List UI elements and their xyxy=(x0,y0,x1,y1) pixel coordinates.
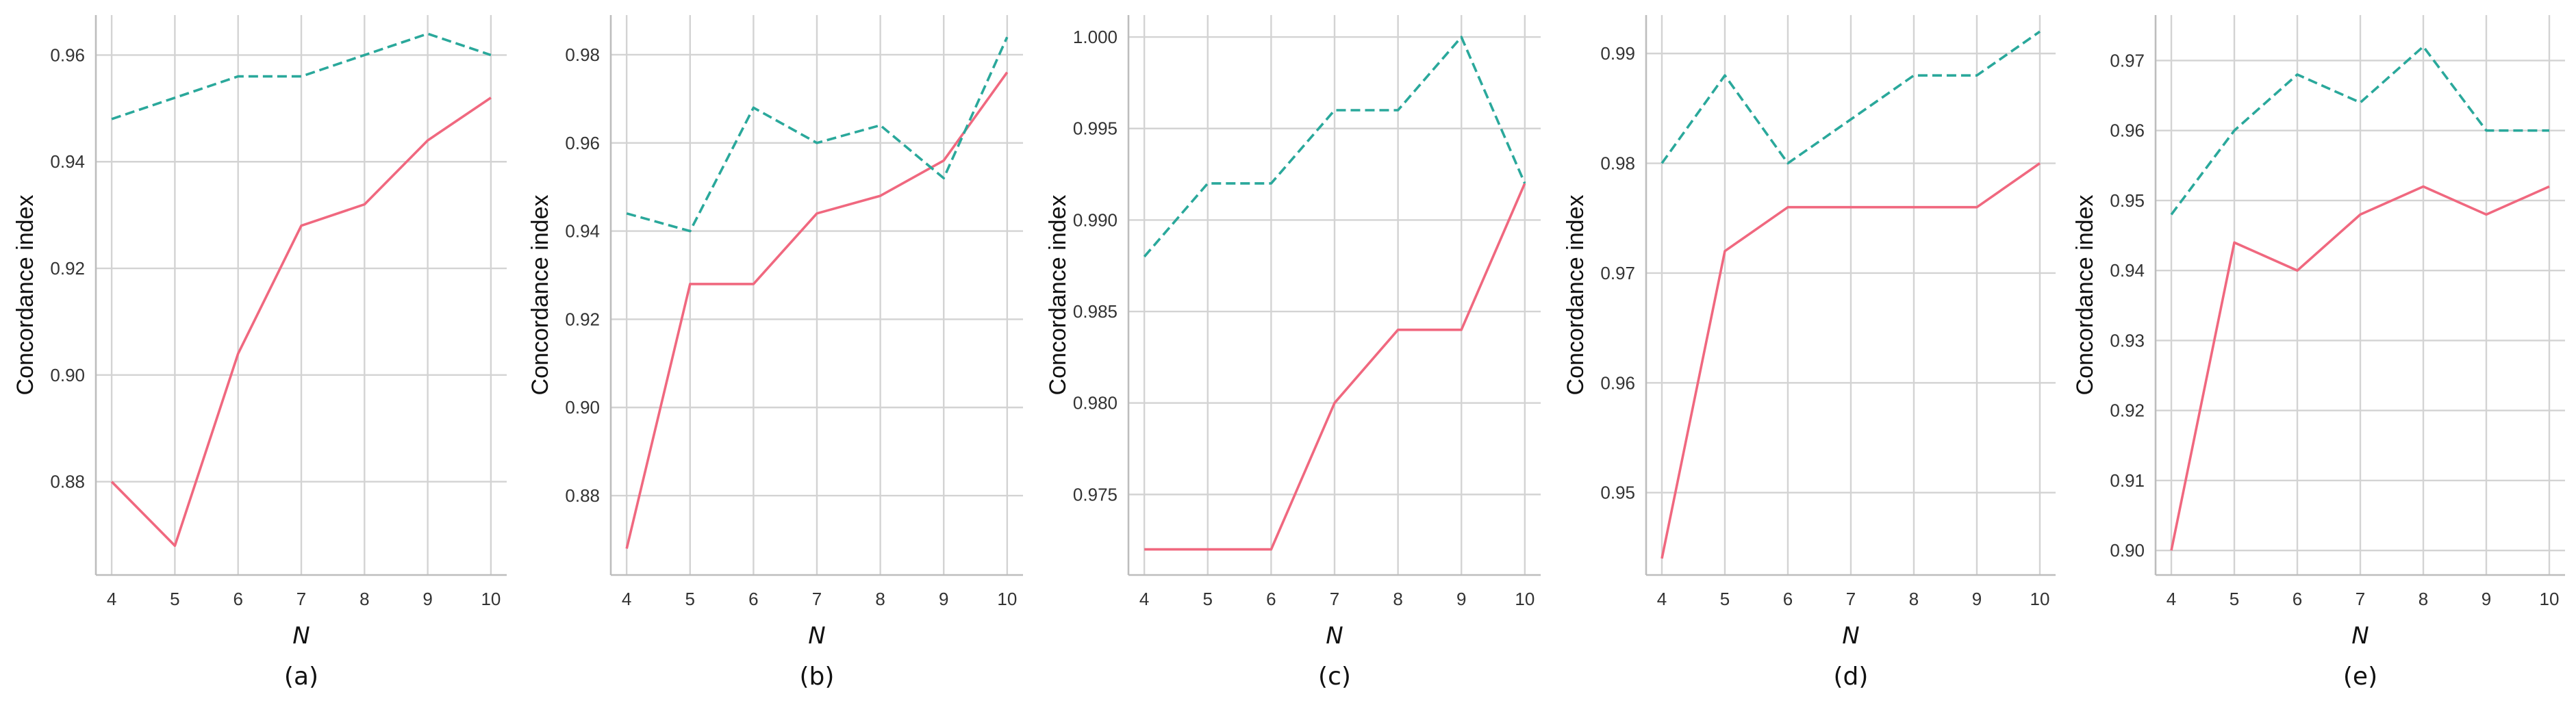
y-tick-label: 0.98 xyxy=(1600,153,1635,174)
x-tick-label: 7 xyxy=(296,589,306,609)
y-tick-label: 0.88 xyxy=(565,485,600,506)
x-tick-label: 7 xyxy=(1330,589,1339,609)
y-tick-label: 0.99 xyxy=(1600,43,1635,64)
chart-panel-5: 0.90 0.91 0.92 0.93 0.94 0.95 0.96 0.97 4 5 6 7 8 9 10… xyxy=(2072,15,2565,691)
x-tick-label: 9 xyxy=(2482,589,2491,609)
y-axis-label: Concordance index xyxy=(2072,195,2098,396)
x-tick-label: 4 xyxy=(622,589,631,609)
solid-series-line xyxy=(625,71,1009,549)
x-tick-label: 8 xyxy=(2419,589,2428,609)
x-tick-label: 4 xyxy=(1139,589,1149,609)
y-tick-label: 0.97 xyxy=(2110,50,2145,71)
y-tick-label: 0.90 xyxy=(50,365,85,385)
solid-series-line xyxy=(2170,185,2550,551)
y-tick-label: 0.980 xyxy=(1073,393,1117,413)
chart-panel-2: 0.88 0.90 0.92 0.94 0.96 0.98 4 5 6 7 8 9 10 Concorda… xyxy=(527,15,1023,691)
y-axis-label: Concordance index xyxy=(12,195,38,396)
y-tick-label: 0.90 xyxy=(565,397,600,418)
x-tick-label: 5 xyxy=(2230,589,2239,609)
x-tick-label: 7 xyxy=(2356,589,2365,609)
x-tick-label: 7 xyxy=(812,589,822,609)
x-tick-label: 6 xyxy=(2293,589,2302,609)
y-tick-label: 0.995 xyxy=(1073,118,1117,139)
y-tick-label: 0.94 xyxy=(565,221,600,242)
x-tick-label: 6 xyxy=(1266,589,1276,609)
y-tick-label: 0.96 xyxy=(1600,372,1635,393)
y-tick-label: 0.95 xyxy=(1600,483,1635,503)
panel-caption: (d) xyxy=(1834,663,1869,691)
y-tick-label: 0.990 xyxy=(1073,209,1117,230)
y-axis-label: Concordance index xyxy=(527,195,553,396)
y-tick-label: 0.92 xyxy=(50,258,85,279)
chart-panel-1: 0.88 0.90 0.92 0.94 0.96 4 5 6 7 8 9 10 Concordance … xyxy=(12,15,507,691)
y-tick-label: 0.94 xyxy=(50,151,85,172)
chart-panel-4: 0.95 0.96 0.97 0.98 0.99 4 5 6 7 8 9 10 Concordance … xyxy=(1563,15,2056,691)
panel-caption: (a) xyxy=(284,663,318,691)
x-tick-label: 10 xyxy=(2540,589,2560,609)
x-tick-label: 9 xyxy=(1456,589,1466,609)
x-tick-label: 6 xyxy=(1783,589,1793,609)
x-tick-label: 8 xyxy=(1393,589,1402,609)
x-tick-label: 5 xyxy=(1203,589,1213,609)
panel-caption: (b) xyxy=(800,663,835,691)
x-tick-label: 4 xyxy=(1657,589,1667,609)
x-tick-label: 9 xyxy=(422,589,432,609)
x-tick-label: 10 xyxy=(2030,589,2050,609)
x-tick-label: 5 xyxy=(1720,589,1730,609)
y-tick-label: 0.96 xyxy=(2110,120,2145,141)
x-tick-label: 6 xyxy=(748,589,758,609)
x-axis-label: N xyxy=(1326,622,1343,650)
x-tick-label: 10 xyxy=(1515,589,1535,609)
dashed-series-line xyxy=(2170,45,2549,216)
x-tick-label: 4 xyxy=(107,589,116,609)
dashed-series-line xyxy=(1143,36,1526,258)
x-tick-label: 8 xyxy=(1909,589,1919,609)
x-tick-label: 8 xyxy=(359,589,369,609)
x-tick-label: 10 xyxy=(481,589,501,609)
x-axis-label: N xyxy=(292,622,310,650)
y-tick-label: 1.000 xyxy=(1073,27,1117,47)
x-tick-label: 9 xyxy=(1972,589,1982,609)
y-tick-label: 0.90 xyxy=(2110,540,2145,561)
solid-series-line xyxy=(1144,183,1526,551)
y-tick-label: 0.975 xyxy=(1073,484,1117,504)
y-tick-label: 0.93 xyxy=(2110,330,2145,350)
y-tick-label: 0.94 xyxy=(2110,260,2145,281)
dashed-series-line xyxy=(626,36,1009,233)
y-tick-label: 0.92 xyxy=(565,309,600,329)
y-axis-label: Concordance index xyxy=(1045,195,1071,396)
x-axis-label: N xyxy=(1842,622,1859,650)
y-axis-label: Concordance index xyxy=(1563,195,1589,396)
x-axis-label: N xyxy=(2351,622,2369,650)
y-tick-label: 0.95 xyxy=(2110,190,2145,211)
x-tick-label: 6 xyxy=(233,589,242,609)
y-tick-label: 0.92 xyxy=(2110,400,2145,421)
y-tick-label: 0.97 xyxy=(1600,263,1635,283)
chart-panel-3: 0.975 0.980 0.985 0.990 0.995 1.000 4 5 6 7 8 9 10 Co… xyxy=(1045,15,1541,691)
solid-series-line xyxy=(1660,162,2041,559)
x-tick-label: 10 xyxy=(997,589,1017,609)
x-tick-label: 9 xyxy=(939,589,948,609)
y-tick-label: 0.96 xyxy=(565,133,600,153)
x-tick-label: 5 xyxy=(170,589,179,609)
panel-caption: (e) xyxy=(2343,663,2377,691)
x-tick-label: 4 xyxy=(2167,589,2176,609)
y-tick-label: 0.88 xyxy=(50,472,85,492)
y-tick-label: 0.91 xyxy=(2110,470,2145,491)
x-tick-label: 8 xyxy=(875,589,885,609)
x-tick-label: 5 xyxy=(685,589,695,609)
panel-caption: (c) xyxy=(1318,663,1351,691)
dashed-series-line xyxy=(111,32,492,120)
y-tick-label: 0.985 xyxy=(1073,301,1117,322)
y-tick-label: 0.96 xyxy=(50,44,85,65)
solid-series-line xyxy=(110,97,492,548)
x-axis-label: N xyxy=(808,622,825,650)
y-tick-label: 0.98 xyxy=(565,44,600,65)
dashed-series-line xyxy=(1660,30,2041,165)
x-tick-label: 7 xyxy=(1846,589,1856,609)
